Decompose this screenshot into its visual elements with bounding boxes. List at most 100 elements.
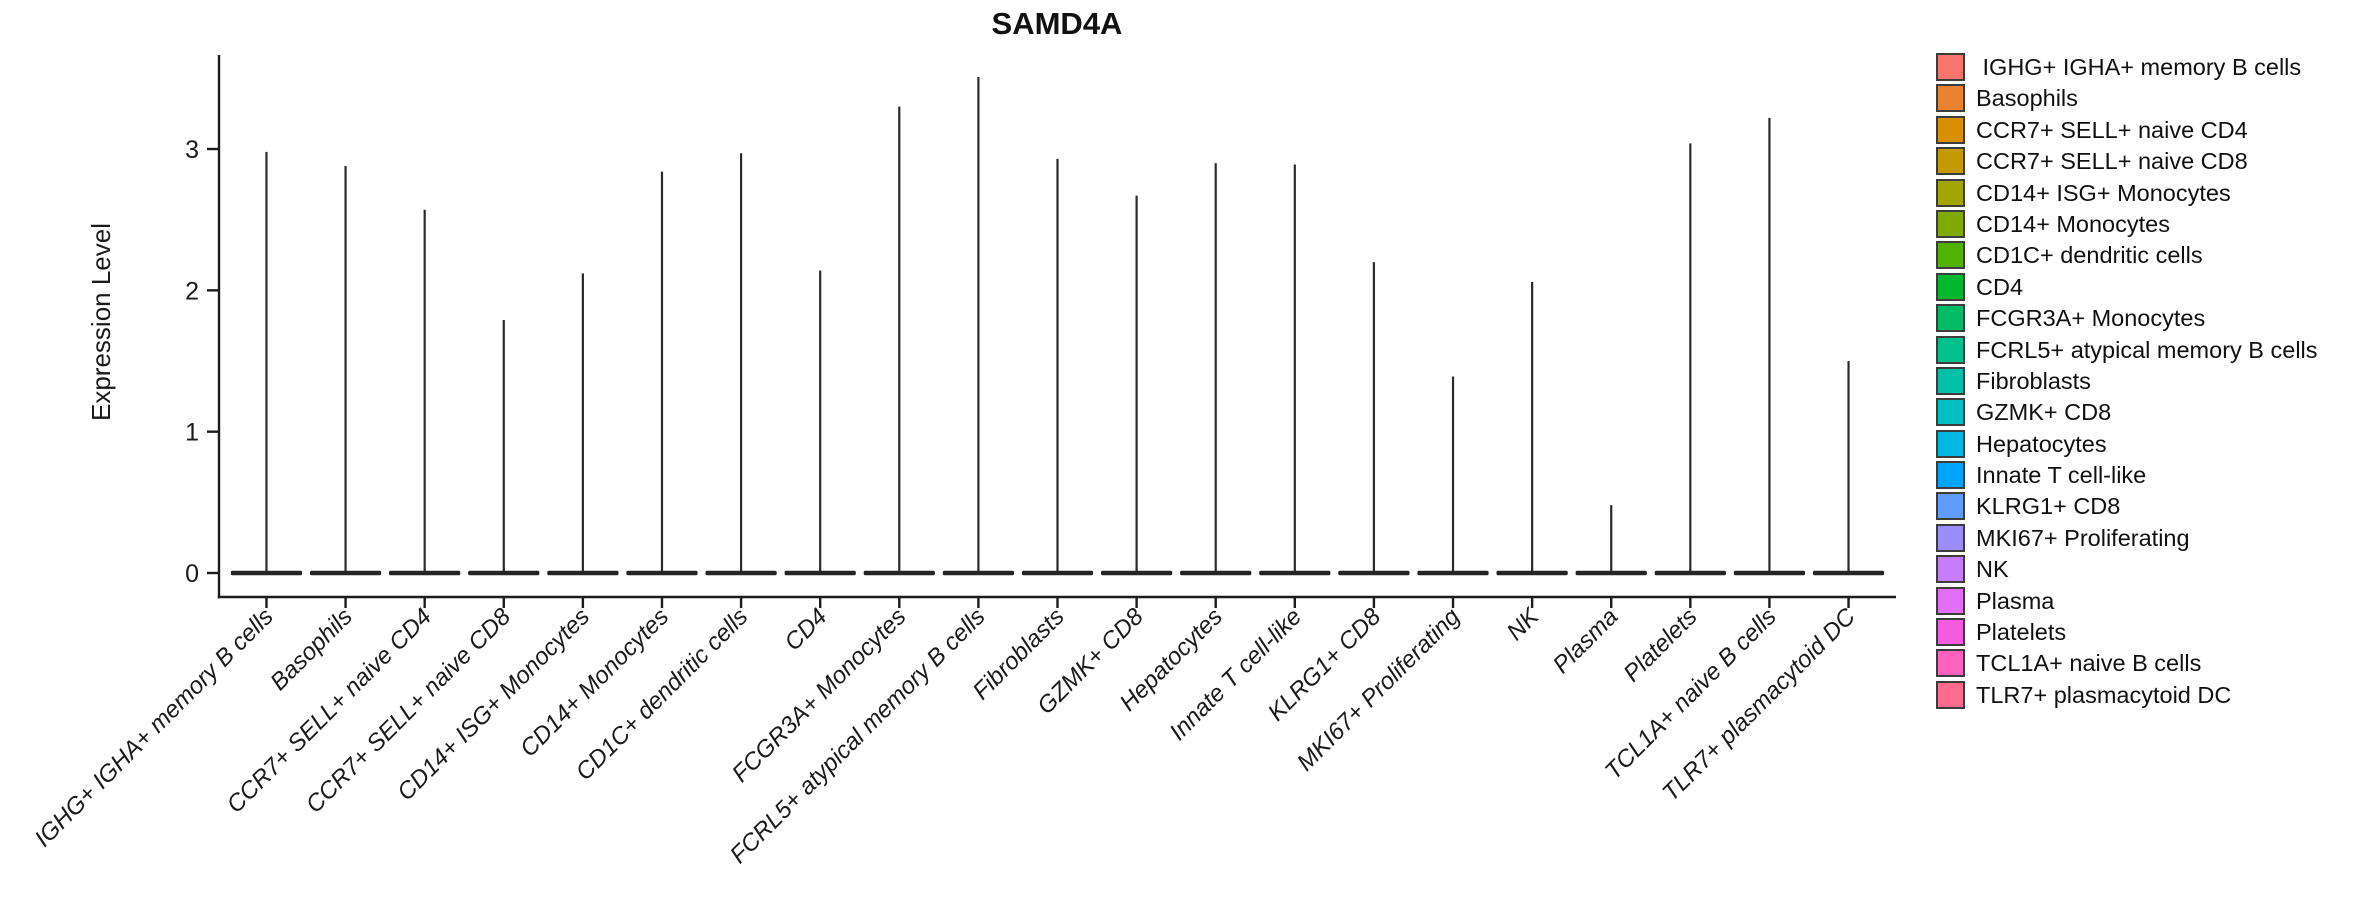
legend-label: Platelets	[1976, 619, 2067, 646]
violin-body	[1496, 570, 1568, 576]
legend-label: Basophils	[1976, 85, 2078, 112]
legend-swatch	[1936, 680, 1965, 709]
y-tick-label: 0	[185, 560, 199, 588]
violin-body	[784, 570, 856, 576]
violin-body	[1021, 570, 1094, 576]
violin-body	[309, 570, 382, 576]
x-axis-label: CD14+ Monocytes	[515, 603, 674, 762]
legend: IGHG+ IGHA+ memory B cells Basophils CCR7+…	[1936, 53, 2318, 712]
violin-body	[1417, 570, 1489, 576]
legend-item: CD14+ ISG+ Monocytes	[1936, 178, 2318, 207]
x-axis-label: Plasma	[1548, 603, 1624, 679]
violin-body	[1338, 570, 1410, 576]
violin-body	[230, 570, 303, 576]
violins	[230, 76, 1885, 576]
violin-body	[1101, 570, 1173, 576]
legend-label: CD1C+ dendritic cells	[1976, 242, 2203, 269]
violin-body	[1575, 570, 1647, 576]
legend-item: CD1C+ dendritic cells	[1936, 241, 2318, 270]
x-axis-label: NK	[1502, 602, 1545, 645]
legend-swatch	[1936, 209, 1965, 238]
violin-body	[1259, 570, 1331, 576]
violin-body	[705, 570, 777, 576]
legend-item: GZMK+ CD8	[1936, 398, 2318, 427]
legend-label: CD14+ Monocytes	[1976, 210, 2170, 237]
violin-body	[1812, 570, 1885, 576]
legend-label: CD14+ ISG+ Monocytes	[1976, 179, 2231, 206]
y-tick-label: 2	[185, 277, 199, 305]
legend-swatch	[1936, 53, 1965, 81]
legend-label: CCR7+ SELL+ naive CD8	[1976, 148, 2248, 175]
legend-item: FCGR3A+ Monocytes	[1936, 304, 2318, 333]
legend-swatch	[1936, 492, 1965, 521]
legend-swatch	[1936, 272, 1965, 301]
legend-swatch	[1936, 398, 1965, 427]
y-tick-label: 3	[185, 136, 199, 164]
legend-label: Hepatocytes	[1976, 430, 2107, 457]
legend-label: FCRL5+ atypical memory B cells	[1976, 336, 2318, 363]
legend-item: IGHG+ IGHA+ memory B cells	[1936, 53, 2318, 81]
legend-item: Plasma	[1936, 586, 2318, 615]
legend-item: Basophils	[1936, 84, 2318, 113]
violin-body	[1180, 570, 1252, 576]
legend-item: KLRG1+ CD8	[1936, 492, 2318, 521]
legend-item: Platelets	[1936, 618, 2318, 647]
legend-swatch	[1936, 304, 1965, 333]
legend-swatch	[1936, 147, 1965, 176]
violin-body	[547, 570, 619, 576]
legend-swatch	[1936, 649, 1965, 678]
violin-body	[1654, 570, 1726, 576]
y-axis: 0 1 2 3	[185, 136, 219, 588]
violin-body	[389, 570, 461, 576]
legend-item: CCR7+ SELL+ naive CD8	[1936, 147, 2318, 176]
legend-swatch	[1936, 366, 1965, 395]
legend-label: CD4	[1976, 273, 2024, 300]
legend-label: TLR7+ plasmacytoid DC	[1976, 681, 2232, 708]
violin-body	[468, 570, 540, 576]
legend-item: TLR7+ plasmacytoid DC	[1936, 680, 2318, 709]
legend-swatch	[1936, 429, 1965, 458]
legend-label: NK	[1976, 556, 2009, 583]
legend-label: FCGR3A+ Monocytes	[1976, 305, 2206, 332]
legend-swatch	[1936, 241, 1965, 270]
legend-label: CCR7+ SELL+ naive CD4	[1976, 116, 2248, 143]
y-tick-label: 1	[185, 419, 199, 447]
legend-label: Plasma	[1976, 587, 2055, 614]
legend-label: KLRG1+ CD8	[1976, 493, 2121, 520]
legend-swatch	[1936, 461, 1965, 490]
legend-label: MKI67+ Proliferating	[1976, 524, 2190, 551]
y-axis-title: Expression Level	[86, 223, 116, 421]
legend-item: MKI67+ Proliferating	[1936, 523, 2318, 552]
legend-label: Fibroblasts	[1976, 367, 2091, 394]
x-axis-label: CD4	[779, 603, 832, 656]
legend-item: CD4	[1936, 272, 2318, 301]
legend-label: TCL1A+ naive B cells	[1976, 650, 2202, 677]
legend-item: NK	[1936, 555, 2318, 584]
legend-swatch	[1936, 523, 1965, 552]
violin-body	[626, 570, 698, 576]
legend-item: Innate T cell-like	[1936, 461, 2318, 490]
legend-swatch	[1936, 586, 1965, 615]
legend-swatch	[1936, 555, 1965, 584]
legend-item: CD14+ Monocytes	[1936, 209, 2318, 238]
x-axis-labels: IGHG+ IGHA+ memory B cellsBasophilsCCR7+…	[30, 602, 1862, 868]
chart-title: SAMD4A	[992, 6, 1123, 41]
legend-swatch	[1936, 335, 1965, 364]
legend-swatch	[1936, 84, 1965, 113]
x-axis-label: Innate T cell-like	[1164, 603, 1307, 746]
legend-swatch	[1936, 618, 1965, 647]
legend-item: FCRL5+ atypical memory B cells	[1936, 335, 2318, 364]
violin-body	[942, 570, 1014, 576]
legend-item: Fibroblasts	[1936, 366, 2318, 395]
violin-body	[863, 570, 935, 576]
legend-item: TCL1A+ naive B cells	[1936, 649, 2318, 678]
violin-body	[1733, 570, 1806, 576]
legend-label: Innate T cell-like	[1976, 462, 2147, 489]
legend-item: CCR7+ SELL+ naive CD4	[1936, 115, 2318, 144]
legend-swatch	[1936, 115, 1965, 144]
legend-item: Hepatocytes	[1936, 429, 2318, 458]
x-axis	[265, 598, 1850, 608]
legend-label: GZMK+ CD8	[1976, 399, 2112, 426]
